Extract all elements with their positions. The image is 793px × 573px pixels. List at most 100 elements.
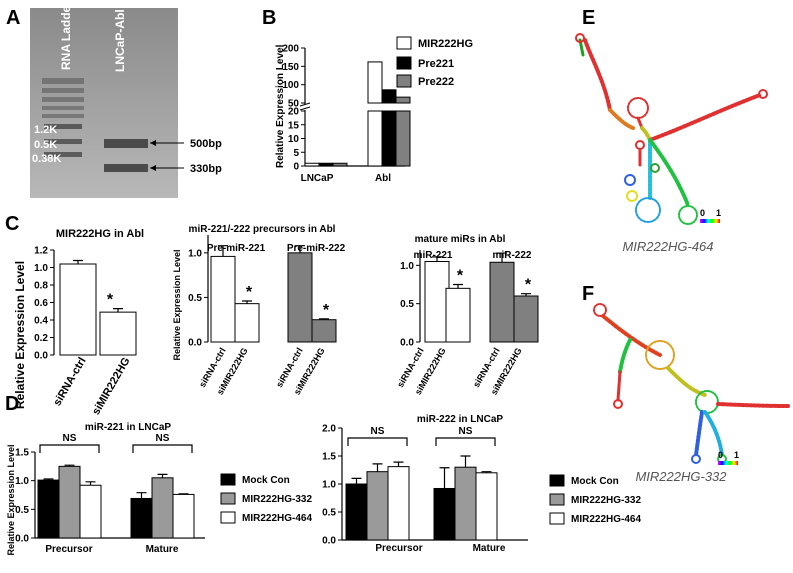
ladder-mark-1: 1.2K (34, 124, 57, 136)
chart-b-ytick-2: 10 (288, 134, 300, 145)
ladder-mark-2: 0.5K (34, 139, 57, 151)
chart-b-xtick-1: Abl (375, 173, 391, 184)
chart-d2-legend-2: MIR222HG-464 (571, 514, 641, 525)
colorscale-f-max: 1 (734, 450, 739, 460)
chart-d1: miR-221 in LNCaP Relative Expression Lev… (6, 422, 312, 556)
chart-c1: MIR222HG in Abl Relative Expression Leve… (13, 228, 144, 417)
C2-axes-ytick-0: 0.0 (188, 338, 202, 349)
D2-axes-ytick-3: 1.5 (322, 452, 336, 463)
chart-c2-group-1: Pre-miR-222 (287, 243, 346, 254)
chart-d1-err-1-0 (64, 464, 75, 467)
colorscale-e-min: 0 (700, 208, 705, 218)
C1-axes-ytick-5: 1.0 (34, 263, 48, 274)
chart-c2-title: miR-221/-222 precursors in Abl (189, 224, 336, 235)
panel-label-a: A (6, 7, 20, 29)
chart-d2-legend-1: MIR222HG-332 (571, 495, 641, 506)
chart-c2-err-0 (218, 245, 228, 257)
chart-c1-xtick-0: siRNA-ctrl (51, 356, 88, 409)
C3-axes-ytick-1: 0.5 (400, 299, 414, 310)
chart-c1-bar-1 (99, 311, 137, 356)
chart-c2: miR-221/-222 precursors in Abl Relative … (172, 224, 346, 396)
D1-axes-ytick-2: 1.0 (15, 476, 29, 487)
chart-b-ylabel: Relative Expression Level (275, 44, 286, 168)
chart-c2-err-1 (242, 300, 252, 304)
chart-d2-bar-1-0 (366, 471, 389, 541)
chart-b-bar-1-1-low (381, 110, 397, 167)
chart-d1-ylabel: Relative Expression Level (6, 444, 16, 555)
chart-d1-xtick-0: Precursor (45, 544, 92, 555)
C1-axes-ytick-4: 0.8 (34, 281, 48, 292)
chart-b-bar-0-0 (304, 162, 320, 167)
colorscale-e (700, 219, 720, 223)
C2-axes-ytick-2: 1.0 (188, 248, 202, 259)
chart-c2-bar-2 (287, 252, 313, 343)
C2-axes-ytick-1: 0.5 (188, 293, 202, 304)
caption-f: MIR222HG-332 (635, 469, 727, 484)
chart-c2-star-3: * (323, 302, 330, 319)
chart-d1-bar-2-1 (172, 493, 195, 539)
chart-b-ytick-1: 5 (293, 148, 299, 159)
D2-axes-ytick-2: 1.0 (322, 480, 336, 491)
chart-c2-bar-1 (234, 303, 260, 343)
C1-axes-ytick-2: 0.4 (34, 316, 48, 327)
chart-b-bar-1-1-high (381, 89, 397, 104)
chart-b-ytick-8: 200 (282, 44, 299, 55)
chart-b-axis-break (299, 102, 311, 111)
chart-b-legend-0: MIR222HG (418, 38, 473, 50)
chart-d1-bracket-1 (132, 444, 193, 453)
chart-c1-ylabel: Relative Expression Level (13, 261, 27, 409)
colorscale-f-min: 0 (718, 450, 723, 460)
chart-b-ytick-4: 20 (288, 107, 300, 118)
colorscale-e-max: 1 (716, 208, 721, 218)
chart-d2: miR-222 in LNCaP 0.0 0.5 1.0 1.5 2.0 NS NS Pr… (322, 414, 641, 554)
chart-d2-bar-0-1 (433, 487, 456, 541)
chart-d1-err-0-0 (43, 478, 54, 481)
chart-b-legend: MIR222HG Pre221 Pre222 (396, 36, 473, 88)
chart-d1-ns-1: NS (156, 433, 170, 444)
gel-image: RNA Ladder LNCaP-Abl 1.2K 0.5K 0.38K 500… (30, 1, 222, 198)
D2-axes-ytick-1: 0.5 (322, 508, 336, 519)
chart-d2-xtick-1: Mature (473, 543, 506, 554)
chart-b-ytick-0: 0 (293, 162, 299, 173)
chart-d1-legend-2: MIR222HG-464 (242, 513, 312, 524)
chart-c3-title: mature miRs in Abl (415, 234, 506, 245)
chart-d1-title: miR-221 in LNCaP (85, 422, 171, 433)
C3-axes-ytick-2: 1.0 (400, 261, 414, 272)
D2-axes-ytick-4: 2.0 (322, 424, 336, 435)
chart-c3-bar-3 (513, 295, 539, 343)
chart-c2-err-3 (319, 318, 329, 320)
chart-c1-title: MIR222HG in Abl (56, 228, 144, 240)
chart-c2-bar-3 (311, 319, 337, 343)
chart-d1-err-2-1 (178, 493, 189, 495)
D1-axes-ytick-1: 0.5 (15, 505, 29, 516)
chart-c3: mature miRs in Abl miR-221 miR-222 0.0 0.… (395, 234, 539, 396)
chart-b-bar-2-1-low (395, 110, 411, 167)
chart-d2-bracket-1 (435, 437, 496, 446)
chart-d2-bar-2-0 (387, 466, 410, 541)
chart-d1-err-1-1 (157, 473, 168, 478)
chart-c1-star-1: * (107, 292, 114, 309)
chart-b-bar-0-1-low (367, 110, 383, 167)
chart-b-bar-2-0 (332, 162, 348, 167)
chart-d1-bar-1-0 (58, 465, 81, 539)
chart-c3-group-1: miR-222 (493, 250, 532, 261)
band-mark-500: 500bp (190, 138, 222, 150)
chart-d1-err-0-1 (136, 492, 147, 499)
chart-d2-err-2-0 (393, 461, 404, 467)
chart-d2-ns-1: NS (459, 426, 473, 437)
D1-axes-ytick-0: 0.0 (15, 534, 29, 545)
chart-d1-bracket-0 (39, 444, 100, 453)
chart-d1-bar-0-1 (130, 497, 153, 539)
chart-c3-star-3: * (525, 277, 532, 294)
chart-d2-legend: Mock Con MIR222HG-332 MIR222HG-464 (549, 474, 641, 525)
panel-label-b: B (262, 7, 276, 29)
chart-d2-err-2-1 (481, 471, 492, 473)
ladder-mark-3: 0.38K (32, 153, 61, 165)
chart-d2-bar-2-1 (475, 472, 498, 541)
chart-d2-err-1-0 (372, 463, 383, 472)
chart-d2-err-0-0 (351, 477, 362, 484)
chart-d1-err-2-0 (85, 481, 96, 486)
chart-d1-legend: Mock Con MIR222HG-332 MIR222HG-464 (220, 473, 312, 524)
chart-c3-err-3 (521, 293, 531, 296)
C1-axes-ytick-3: 0.6 (34, 298, 48, 309)
